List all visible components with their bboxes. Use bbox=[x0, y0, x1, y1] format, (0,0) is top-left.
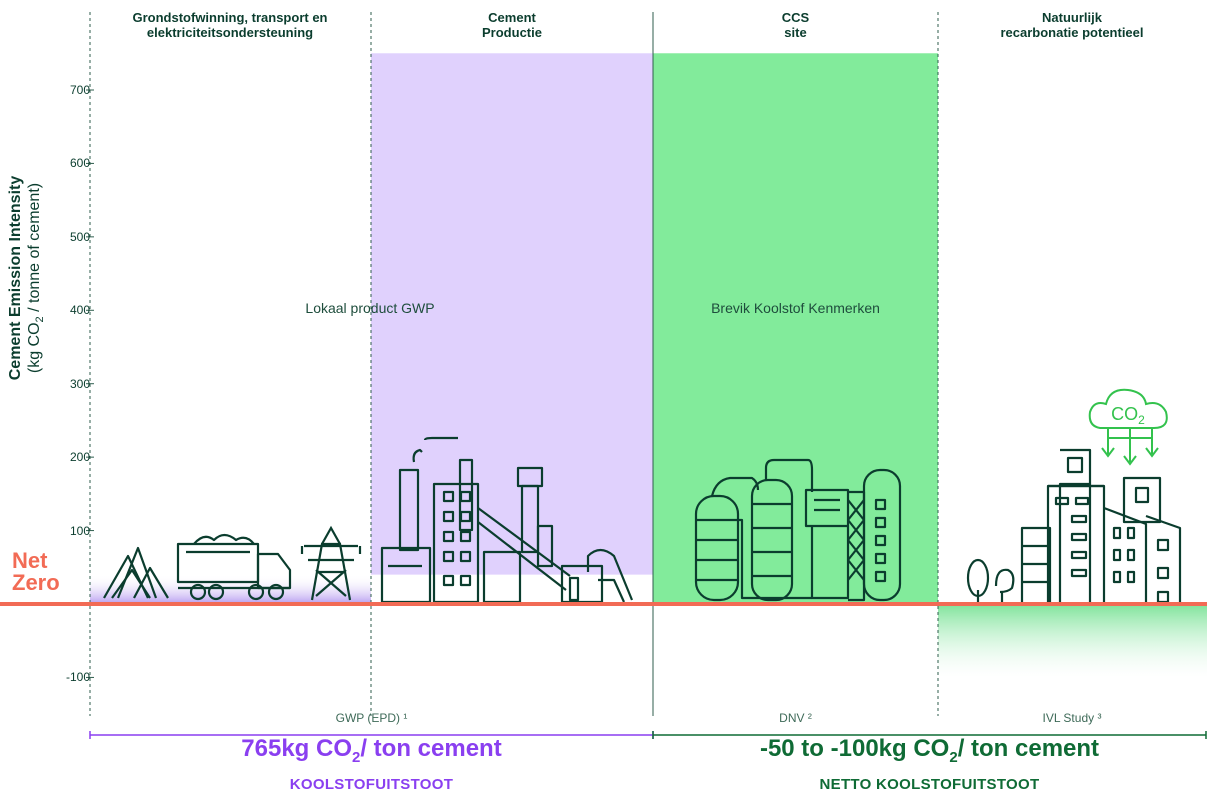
source-ivl-study: IVL Study ³ bbox=[1042, 711, 1102, 725]
panel-title-raw-materials: Grondstofwinning, transport en elektrici… bbox=[96, 10, 364, 40]
y-tick-label: 500 bbox=[69, 229, 90, 244]
y-tick-label: 700 bbox=[69, 82, 90, 97]
y-tick-label: 100 bbox=[69, 523, 90, 538]
bar-label-ccs: Brevik Koolstof Kenmerken bbox=[711, 300, 880, 316]
y-tick-label: 300 bbox=[69, 376, 90, 391]
y-tick-label: 200 bbox=[69, 450, 90, 465]
summary-right-post: / ton cement bbox=[957, 735, 1100, 762]
panel-title-line: elektriciteitsondersteuning bbox=[146, 25, 314, 40]
bar-1 bbox=[90, 574, 371, 604]
panel-title-line: Grondstofwinning, transport en bbox=[132, 10, 328, 25]
power-pylon-icon bbox=[300, 525, 362, 601]
panel-title-cement-production: Cement Productie bbox=[371, 10, 653, 40]
bar-3 bbox=[653, 53, 938, 604]
y-axis-unit: (kg CO2 / tonne of cement) bbox=[25, 148, 50, 408]
mining-piles-icon bbox=[103, 546, 169, 599]
y-tick-label: -100 bbox=[65, 670, 90, 685]
net-zero-label: Net Zero bbox=[12, 550, 60, 594]
panel-title-ccs-site: CCS site bbox=[653, 10, 938, 40]
ccs-plant-icon bbox=[694, 458, 902, 602]
panel-title-line: Natuurlijk bbox=[1042, 10, 1102, 25]
bar-label-cement-production: Lokaal product GWP bbox=[305, 300, 435, 316]
bar-4 bbox=[938, 604, 1207, 678]
y-tick-label: 400 bbox=[69, 303, 90, 318]
summary-right-sub: 2 bbox=[949, 748, 958, 766]
net-zero-line-1: Net bbox=[12, 548, 48, 573]
y-axis-unit-sub: 2 bbox=[34, 316, 47, 323]
summary-right-value: -50 to -100kg CO2/ ton cement bbox=[653, 735, 1206, 766]
net-zero-line-2: Zero bbox=[12, 570, 60, 595]
source-gwp-epd: GWP (EPD) ¹ bbox=[335, 711, 408, 725]
panel-title-line: recarbonatie potentieel bbox=[1000, 25, 1144, 40]
panel-title-line: Cement bbox=[488, 10, 536, 25]
summary-left-sub: 2 bbox=[352, 748, 361, 766]
y-tick-label: 600 bbox=[69, 156, 90, 171]
summary-right-pre: -50 to -100kg CO bbox=[759, 735, 950, 762]
panel-title-line: Productie bbox=[482, 25, 542, 40]
summary-left-caption: KOOLSTOFUITSTOOT bbox=[289, 776, 454, 793]
y-axis-title: Cement Emission Intensity bbox=[7, 175, 24, 381]
city-buildings-icon bbox=[966, 448, 1182, 606]
summary-left-post: / ton cement bbox=[360, 735, 502, 762]
summary-left-pre: 765kg CO bbox=[241, 735, 352, 762]
panel-title-recarbonation: Natuurlijk recarbonatie potentieel bbox=[938, 10, 1206, 40]
summary-right-caption: NETTO KOOLSTOFUITSTOOT bbox=[819, 776, 1040, 793]
co2-cloud-icon: CO2 bbox=[1088, 388, 1168, 466]
y-axis-unit-pre: (kg CO bbox=[26, 322, 43, 374]
co2-cloud-text: CO2 bbox=[1111, 404, 1145, 427]
dump-truck-icon bbox=[176, 533, 292, 601]
panel-title-line: site bbox=[784, 25, 807, 40]
summary-left-value: 765kg CO2/ ton cement bbox=[90, 735, 653, 766]
panel-title-line: CCS bbox=[781, 10, 810, 25]
y-axis-unit-post: / tonne of cement) bbox=[26, 182, 43, 317]
source-dnv: DNV ² bbox=[779, 711, 812, 725]
y-axis-label: Cement Emission Intensity (kg CO2 / tonn… bbox=[6, 148, 50, 408]
